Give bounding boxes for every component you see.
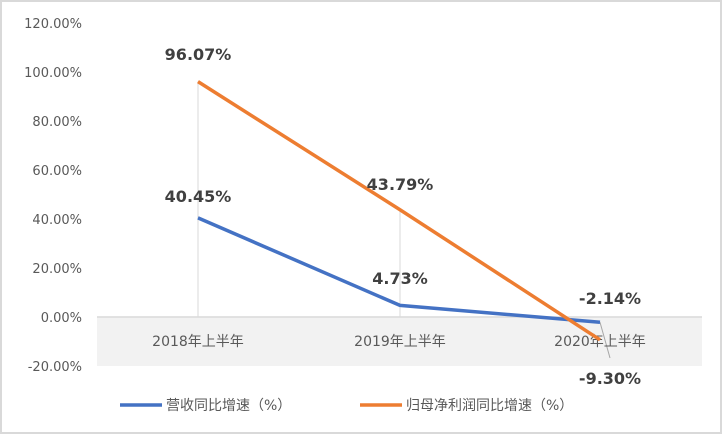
y-tick-label: 60.00% <box>32 164 82 179</box>
y-tick-label: 40.00% <box>32 213 82 228</box>
data-label: -9.30% <box>579 369 641 388</box>
data-label: 4.73% <box>372 269 428 288</box>
y-tick-label: 20.00% <box>32 262 82 277</box>
series-line-1 <box>198 82 600 340</box>
y-tick-label: 120.00% <box>24 17 82 32</box>
x-tick-label: 2019年上半年 <box>354 334 446 350</box>
y-tick-label: 0.00% <box>41 311 82 326</box>
data-label: 96.07% <box>165 45 232 64</box>
legend-label-net-profit: 归母净利润同比增速（%） <box>406 397 573 414</box>
data-label: 43.79% <box>367 175 434 194</box>
data-label: 40.45% <box>165 187 232 206</box>
y-tick-label: 80.00% <box>32 115 82 130</box>
y-tick-label: -20.00% <box>28 360 82 375</box>
x-tick-label: 2018年上半年 <box>152 334 244 350</box>
x-tick-label: 2020年上半年 <box>554 334 646 350</box>
y-tick-label: 100.00% <box>24 66 82 81</box>
data-label: -2.14% <box>579 289 641 308</box>
legend-label-revenue: 营收同比增速（%） <box>166 398 291 414</box>
